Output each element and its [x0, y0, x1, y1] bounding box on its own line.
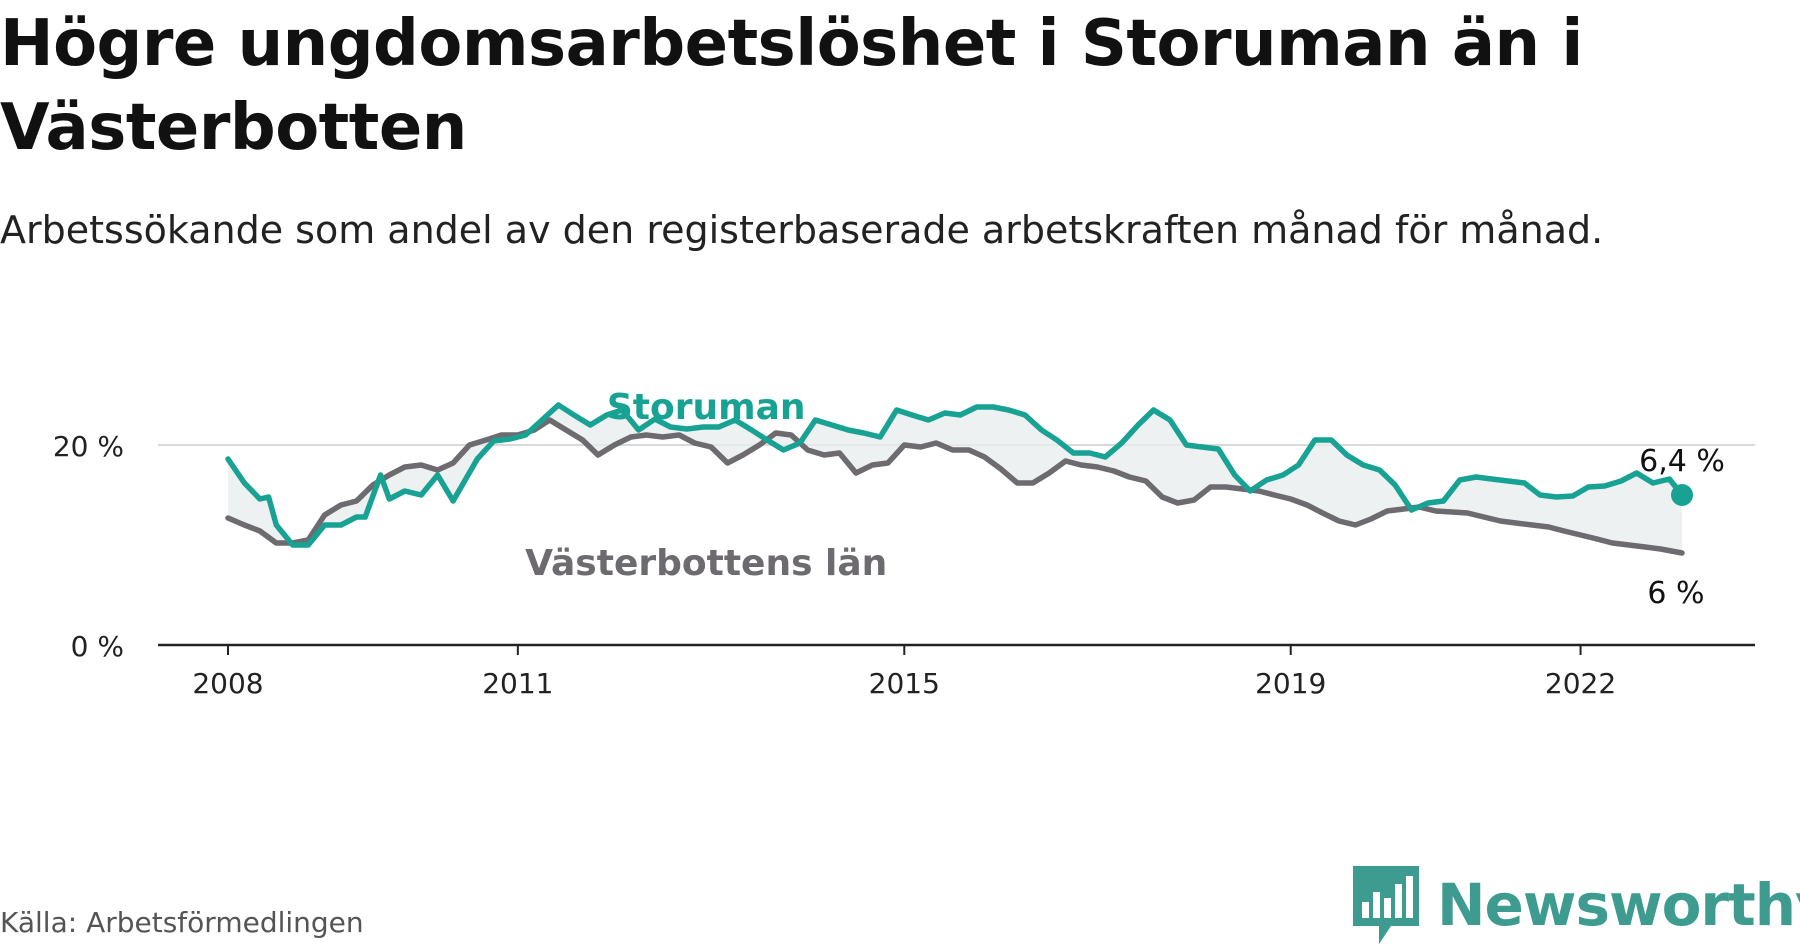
- grid-layer: 0 % 20 % 2008 2011 2015 2019 2022: [53, 430, 1755, 700]
- vasterbotten-series-label: Västerbottens län: [525, 543, 887, 584]
- chart-title: Högre ungdomsarbetslöshet i Storuman än …: [0, 7, 1583, 165]
- newsworthy-logo-text: Newsworthy: [1437, 871, 1800, 939]
- storuman-end-marker: [1671, 484, 1693, 506]
- newsworthy-logo[interactable]: Newsworthy: [1349, 860, 1800, 950]
- chart-subtitle: Arbetssökande som andel av den registerb…: [0, 208, 1604, 252]
- x-tick-label: 2022: [1545, 667, 1616, 700]
- vasterbotten-series-line: [225, 417, 1685, 556]
- x-tick-label: 2011: [482, 667, 553, 700]
- y-tick-label: 20 %: [53, 430, 124, 463]
- x-tick-label: 2019: [1255, 667, 1326, 700]
- newsworthy-logo-icon: [1353, 866, 1419, 944]
- storuman-series-label: Storuman: [607, 387, 806, 428]
- vasterbotten-end-value-label: 6 %: [1647, 576, 1704, 611]
- x-tick-label: 2015: [869, 667, 940, 700]
- storuman-series-line: [225, 402, 1685, 548]
- x-tick-label: 2008: [192, 667, 263, 700]
- series-line-layer: [225, 402, 1693, 556]
- y-tick-label: 0 %: [71, 630, 124, 663]
- source-note: Källa: Arbetsförmedlingen: [0, 906, 364, 939]
- storuman-end-value-label: 6,4 %: [1639, 444, 1725, 479]
- label-layer: Storuman Västerbottens län 6,4 % 6 %: [521, 387, 1725, 611]
- line-chart: 0 % 20 % 2008 2011 2015 2019 2022 Storuman Väst…: [53, 387, 1755, 700]
